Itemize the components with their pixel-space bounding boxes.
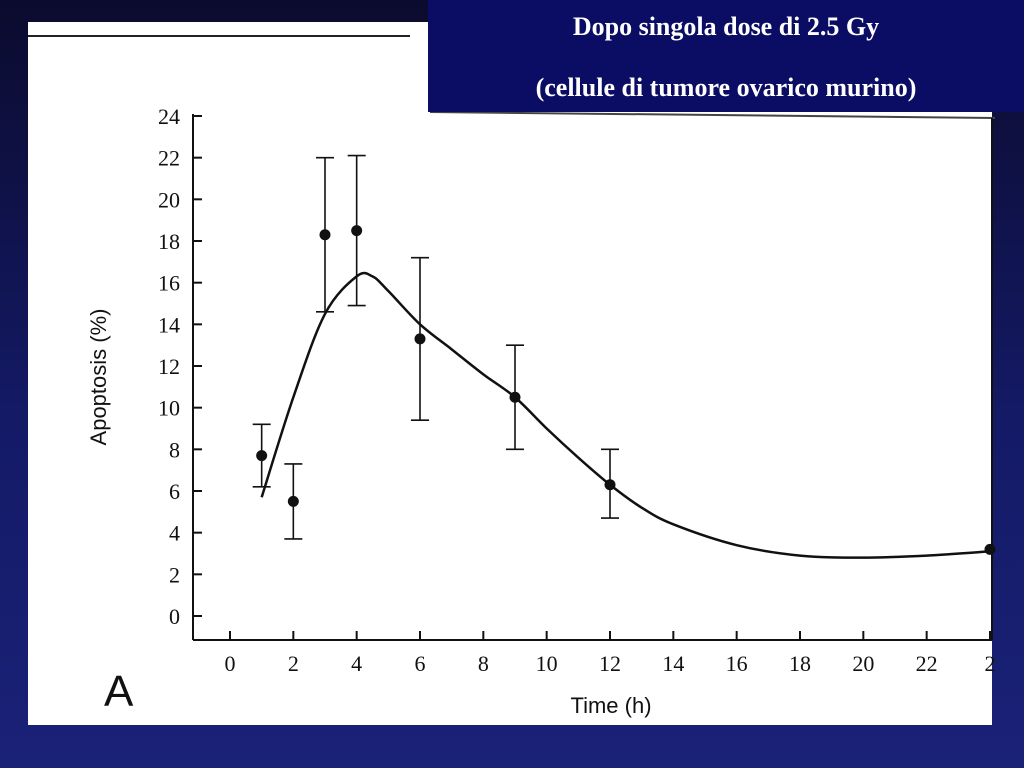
data-point <box>287 495 299 507</box>
y-tick-label: 14 <box>158 312 180 337</box>
data-point <box>414 333 426 345</box>
data-point <box>351 225 363 237</box>
y-tick-label: 0 <box>169 604 180 629</box>
x-tick-label: 14 <box>662 651 684 676</box>
y-tick-label: 4 <box>169 521 180 546</box>
y-axis-label: Apoptosis (%) <box>86 309 111 446</box>
y-tick-label: 2 <box>169 562 180 587</box>
data-point <box>984 543 996 555</box>
data-points-layer <box>252 154 996 555</box>
panel-label: A <box>104 667 134 716</box>
x-tick-label: 2 <box>985 651 996 676</box>
y-tick-label: 10 <box>158 396 180 421</box>
y-tick-label: 16 <box>158 271 180 296</box>
x-tick-label: 16 <box>726 651 748 676</box>
x-tick-label: 0 <box>225 651 236 676</box>
x-tick-label: 8 <box>478 651 489 676</box>
scan-top-right-edge <box>429 111 996 119</box>
y-tick-label: 12 <box>158 354 180 379</box>
x-tick-label: 6 <box>415 651 426 676</box>
x-tick-label: 20 <box>852 651 874 676</box>
y-tick-label: 20 <box>158 187 180 212</box>
y-tick-label: 8 <box>169 437 180 462</box>
x-tick-label: 10 <box>536 651 558 676</box>
x-tick-label: 4 <box>351 651 362 676</box>
x-axis-label: Time (h) <box>570 693 651 718</box>
data-point <box>509 391 521 403</box>
slide-title-line-1: Dopo singola dose di 2.5 Gy <box>572 12 880 41</box>
y-tick-label: 18 <box>158 229 180 254</box>
y-tick-label: 6 <box>169 479 180 504</box>
figure-paper <box>28 22 992 725</box>
fit-curve-layer <box>260 271 991 559</box>
slide-title-line-2: (cellule di tumore ovarico murino) <box>535 73 917 102</box>
x-axis-ticks: 0 2 4 6 8 10 12 14 16 18 20 22 2 <box>225 631 996 676</box>
data-point <box>256 450 268 462</box>
y-tick-label: 22 <box>158 146 180 171</box>
x-tick-label: 2 <box>288 651 299 676</box>
y-tick-label: 24 <box>158 104 180 129</box>
data-point <box>604 479 616 491</box>
x-tick-label: 22 <box>916 651 938 676</box>
fit-curve <box>260 271 991 559</box>
data-point <box>319 229 331 241</box>
x-tick-label: 18 <box>789 651 811 676</box>
x-tick-label: 12 <box>599 651 621 676</box>
slide-title-box: Dopo singola dose di 2.5 Gy (cellule di … <box>428 0 1024 112</box>
